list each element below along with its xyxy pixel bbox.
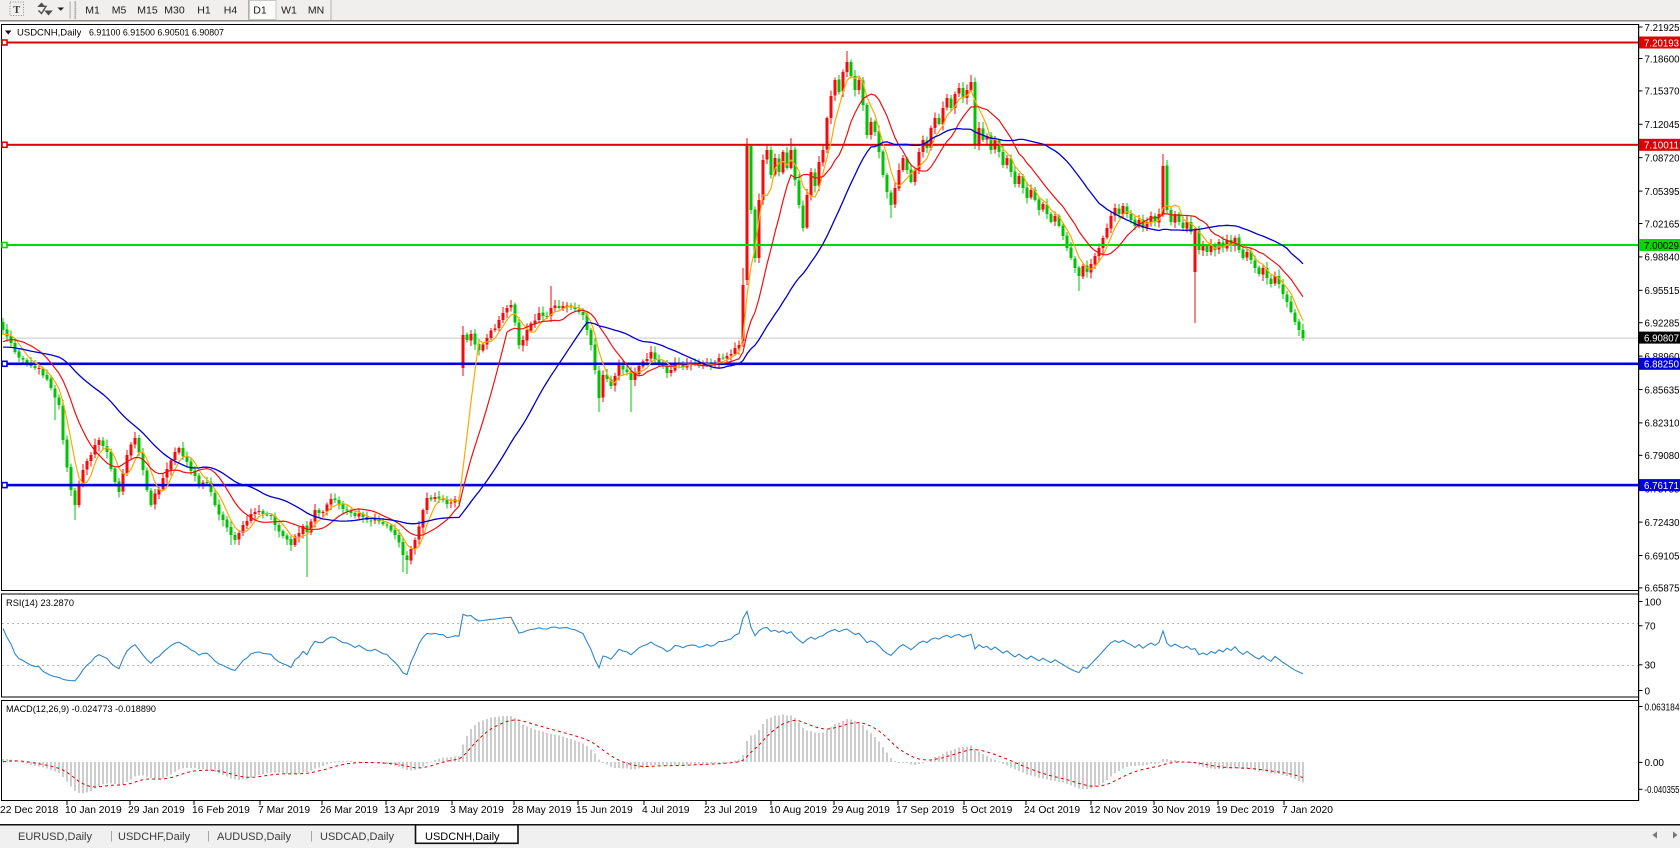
- svg-text:15 Jun 2019: 15 Jun 2019: [576, 805, 633, 816]
- svg-text:USDCNH,Daily: USDCNH,Daily: [425, 831, 500, 843]
- svg-text:30 Nov 2019: 30 Nov 2019: [1152, 805, 1211, 816]
- svg-text:100: 100: [1645, 597, 1662, 608]
- svg-text:D1: D1: [253, 5, 267, 17]
- svg-text:7.02165: 7.02165: [1645, 219, 1680, 230]
- svg-text:5 Oct 2019: 5 Oct 2019: [962, 805, 1013, 816]
- svg-text:22 Dec 2018: 22 Dec 2018: [0, 805, 59, 816]
- svg-text:0: 0: [1645, 686, 1651, 697]
- svg-text:6.91100 6.91500 6.90501 6.9080: 6.91100 6.91500 6.90501 6.90807: [89, 28, 224, 39]
- svg-text:10 Aug 2019: 10 Aug 2019: [769, 805, 827, 816]
- svg-text:6.82310: 6.82310: [1645, 419, 1680, 430]
- svg-text:4 Jul 2019: 4 Jul 2019: [642, 805, 690, 816]
- svg-text:6.88960: 6.88960: [1645, 352, 1680, 363]
- svg-text:7.21925: 7.21925: [1645, 23, 1680, 34]
- svg-text:H1: H1: [197, 5, 211, 17]
- svg-text:M1: M1: [85, 5, 100, 17]
- svg-text:7 Mar 2019: 7 Mar 2019: [258, 805, 310, 816]
- svg-text:6.69105: 6.69105: [1645, 551, 1680, 562]
- svg-text:MACD(12,26,9) -0.024773 -0.018: MACD(12,26,9) -0.024773 -0.018890: [6, 704, 156, 715]
- svg-text:M15: M15: [137, 5, 158, 17]
- svg-text:17 Sep 2019: 17 Sep 2019: [896, 805, 955, 816]
- svg-text:7.15370: 7.15370: [1645, 87, 1680, 98]
- svg-text:7.08720: 7.08720: [1645, 154, 1680, 165]
- svg-text:7.18600: 7.18600: [1645, 54, 1680, 65]
- svg-text:RSI(14) 23.2870: RSI(14) 23.2870: [6, 598, 74, 609]
- svg-text:28 May 2019: 28 May 2019: [512, 805, 572, 816]
- svg-text:USDCNH,Daily: USDCNH,Daily: [17, 28, 82, 39]
- svg-text:16 Feb 2019: 16 Feb 2019: [192, 805, 250, 816]
- svg-text:29 Jan 2019: 29 Jan 2019: [128, 805, 185, 816]
- svg-text:0.00: 0.00: [1645, 758, 1665, 769]
- svg-text:W1: W1: [281, 5, 297, 17]
- svg-text:|: |: [207, 830, 210, 842]
- svg-text:H4: H4: [224, 5, 238, 17]
- svg-text:6.98840: 6.98840: [1645, 253, 1680, 264]
- svg-text:USDCAD,Daily: USDCAD,Daily: [320, 831, 394, 843]
- svg-text:7.20193: 7.20193: [1644, 38, 1679, 49]
- svg-text:6.90807: 6.90807: [1644, 333, 1679, 344]
- svg-text:13 Apr 2019: 13 Apr 2019: [384, 805, 440, 816]
- svg-text:6.72430: 6.72430: [1645, 518, 1680, 529]
- svg-text:24 Oct 2019: 24 Oct 2019: [1024, 805, 1080, 816]
- svg-text:M30: M30: [164, 5, 185, 17]
- svg-text:0.063184: 0.063184: [1645, 702, 1680, 713]
- svg-text:AUDUSD,Daily: AUDUSD,Daily: [217, 831, 291, 843]
- svg-text:|: |: [310, 830, 313, 842]
- svg-text:7.05395: 7.05395: [1645, 187, 1680, 198]
- svg-text:7.10011: 7.10011: [1644, 141, 1679, 152]
- svg-text:6.88250: 6.88250: [1644, 360, 1679, 371]
- svg-text:USDCHF,Daily: USDCHF,Daily: [118, 831, 191, 843]
- svg-text:6.79080: 6.79080: [1645, 451, 1680, 462]
- svg-text:7 Jan 2020: 7 Jan 2020: [1282, 805, 1333, 816]
- svg-text:6.65875: 6.65875: [1645, 584, 1680, 595]
- svg-text:MN: MN: [308, 5, 324, 17]
- svg-text:T: T: [13, 5, 20, 16]
- svg-text:23 Jul 2019: 23 Jul 2019: [704, 805, 758, 816]
- svg-text:30: 30: [1645, 661, 1657, 672]
- svg-text:10 Jan 2019: 10 Jan 2019: [65, 805, 122, 816]
- svg-text:19 Dec 2019: 19 Dec 2019: [1216, 805, 1275, 816]
- svg-text:EURUSD,Daily: EURUSD,Daily: [18, 831, 92, 843]
- svg-text:3 May 2019: 3 May 2019: [450, 805, 504, 816]
- svg-text:-0.040355: -0.040355: [1645, 785, 1680, 796]
- svg-text:7.12045: 7.12045: [1645, 120, 1680, 131]
- svg-text:70: 70: [1645, 622, 1657, 633]
- svg-text:6.76171: 6.76171: [1644, 481, 1679, 492]
- svg-text:M5: M5: [112, 5, 127, 17]
- svg-text:26 Mar 2019: 26 Mar 2019: [320, 805, 378, 816]
- svg-text:12 Nov 2019: 12 Nov 2019: [1089, 805, 1148, 816]
- svg-text:|: |: [110, 830, 113, 842]
- svg-text:6.95515: 6.95515: [1645, 286, 1680, 297]
- svg-text:6.85635: 6.85635: [1645, 385, 1680, 396]
- svg-text:6.92285: 6.92285: [1645, 319, 1680, 330]
- svg-text:7.00029: 7.00029: [1644, 241, 1679, 252]
- svg-text:29 Aug 2019: 29 Aug 2019: [832, 805, 890, 816]
